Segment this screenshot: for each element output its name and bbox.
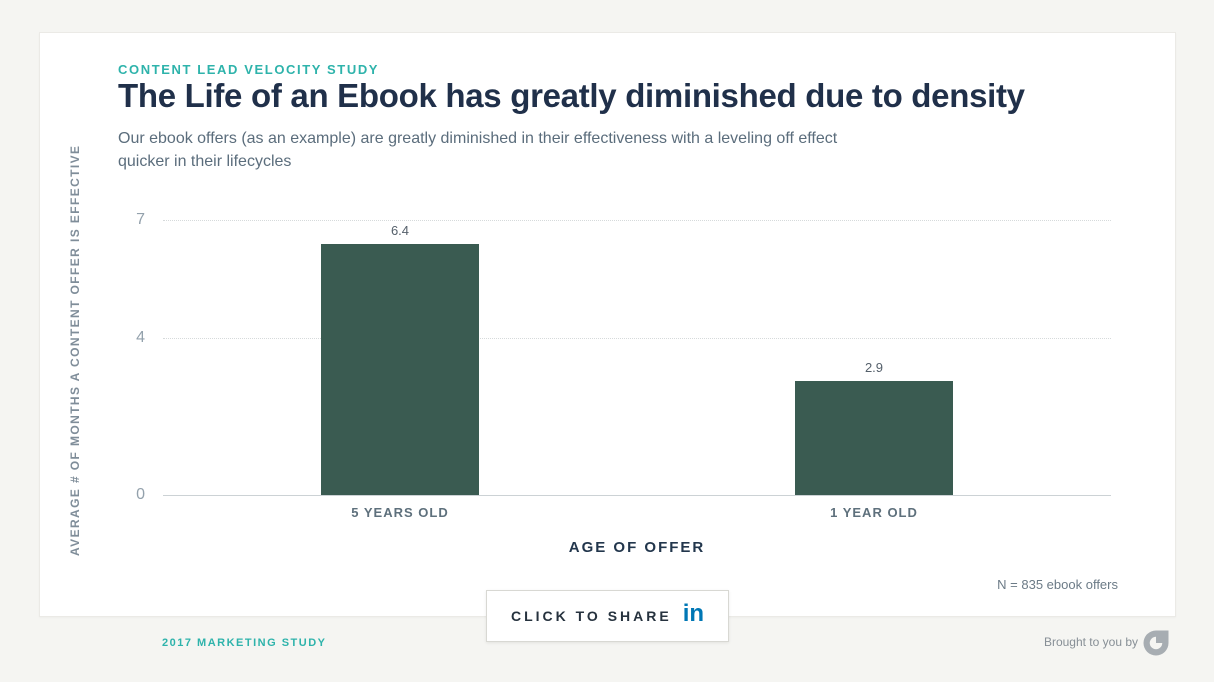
- y-axis-title: AVERAGE # OF MONTHS A CONTENT OFFER IS E…: [68, 144, 82, 556]
- x-tick-label-1-year-old: 1 YEAR OLD: [830, 505, 918, 520]
- bar-group-1-year-old: 2.9 1 YEAR OLD: [795, 220, 953, 520]
- gridline-4: 4: [136, 329, 1111, 346]
- bar-value-label: 6.4: [390, 222, 410, 238]
- bar-1-year-old: [795, 381, 953, 495]
- page-title: The Life of an Ebook has greatly diminis…: [118, 77, 1025, 114]
- x-axis-baseline: 0: [136, 486, 1111, 503]
- y-tick-label-7: 7: [136, 211, 145, 229]
- chart-card: CONTENT LEAD VELOCITY STUDY The Life of …: [39, 32, 1176, 617]
- bar-value-label: 2.9: [864, 360, 884, 376]
- x-tick-label-5-years-old: 5 YEARS OLD: [351, 505, 449, 520]
- footer-brought-to-you-by: Brought to you by: [1043, 635, 1138, 649]
- bar-5-years-old: [321, 243, 479, 495]
- linkedin-icon: in: [682, 600, 705, 627]
- gridline-7: 7: [136, 211, 1111, 228]
- sample-size-note: N = 835 ebook offers: [997, 577, 1118, 592]
- y-tick-label-0: 0: [136, 486, 145, 504]
- share-button-label: CLICK TO SHARE: [510, 608, 672, 624]
- brand-logo-icon: [1141, 628, 1171, 658]
- footer-study-label: 2017 MARKETING STUDY: [162, 637, 327, 649]
- subtitle: Our ebook offers (as an example) are gre…: [118, 130, 838, 170]
- y-tick-label-4: 4: [136, 328, 145, 346]
- share-button[interactable]: CLICK TO SHARE in: [486, 590, 729, 642]
- bar-chart: 7 4 0 6.4 5 YEARS OLD 2.9 1 YEAR OLD AGE…: [136, 211, 1111, 556]
- x-axis-title: AGE OF OFFER: [568, 539, 706, 556]
- bar-group-5-years-old: 6.4 5 YEARS OLD: [321, 220, 479, 520]
- eyebrow-label: CONTENT LEAD VELOCITY STUDY: [118, 62, 380, 77]
